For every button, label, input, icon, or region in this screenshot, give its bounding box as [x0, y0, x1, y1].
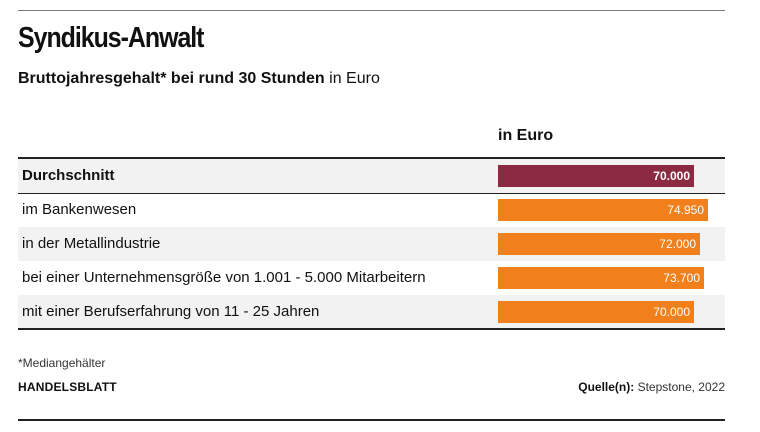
bar-row: Durchschnitt 70.000 [18, 159, 725, 193]
row-separator [18, 193, 725, 194]
bar-category-label: in der Metallindustrie [22, 235, 161, 252]
bottom-rule [18, 419, 725, 421]
bar-category-label: mit einer Berufserfahrung von 11 - 25 Ja… [22, 303, 320, 320]
chart-subtitle: Bruttojahresgehalt* bei rund 30 Stunden … [18, 70, 380, 88]
bar-value-label: 70.000 [653, 169, 690, 183]
source-text: Stepstone, 2022 [634, 380, 725, 394]
subtitle-unit: in Euro [324, 70, 380, 87]
bar-value-label: 70.000 [653, 305, 690, 319]
top-rule [18, 10, 725, 11]
column-header: in Euro [498, 127, 554, 144]
bar-row: in der Metallindustrie 72.000 [18, 227, 725, 261]
subtitle-bold: Bruttojahresgehalt* bei rund 30 Stunden [18, 70, 325, 87]
bar-value-label: 74.950 [667, 203, 704, 217]
bar-row: mit einer Berufserfahrung von 11 - 25 Ja… [18, 295, 725, 329]
bar-row: bei einer Unternehmensgröße von 1.001 - … [18, 261, 725, 295]
bar [498, 165, 694, 187]
bar [498, 267, 704, 289]
bar-category-label: im Bankenwesen [22, 201, 137, 218]
source-label: Quelle(n): [578, 380, 635, 394]
chart-title: Syndikus-Anwalt [18, 22, 204, 54]
bar [498, 199, 708, 221]
table-bottom-rule [18, 328, 725, 330]
bar-value-label: 72.000 [659, 237, 696, 251]
source-note: Quelle(n): Stepstone, 2022 [578, 380, 725, 394]
bar [498, 233, 700, 255]
table-top-rule [18, 157, 725, 159]
bar-category-label: Durchschnitt [22, 167, 115, 184]
bar-row: im Bankenwesen 74.950 [18, 193, 725, 227]
brand-logo-text: HANDELSBLATT [18, 380, 117, 394]
bar-value-label: 73.700 [663, 271, 700, 285]
bar [498, 301, 694, 323]
footnote: *Mediangehälter [18, 356, 106, 370]
bar-category-label: bei einer Unternehmensgröße von 1.001 - … [22, 269, 426, 286]
